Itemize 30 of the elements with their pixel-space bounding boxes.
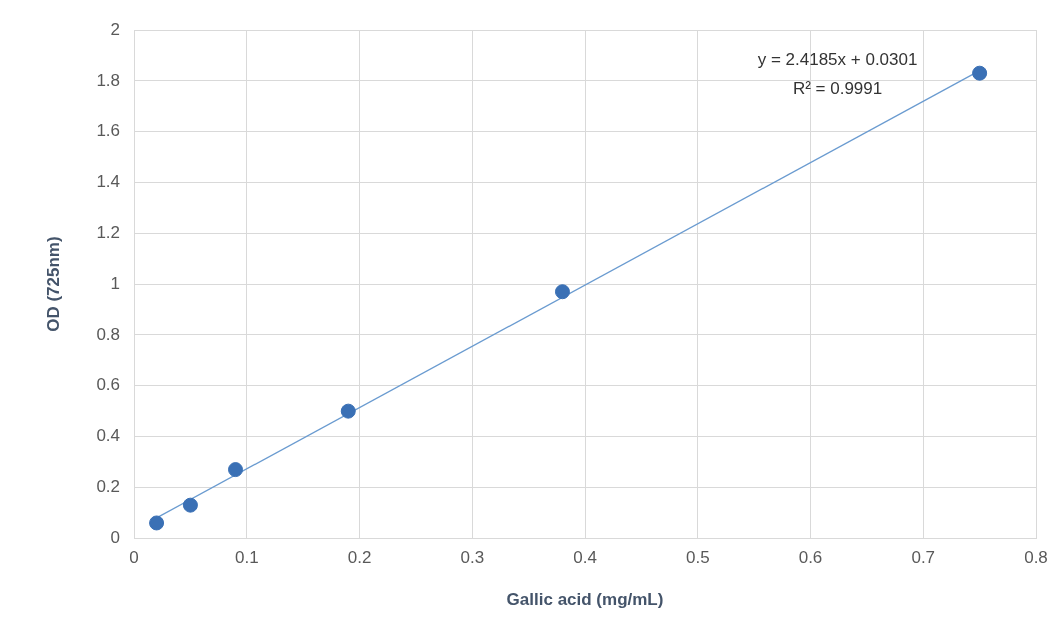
y-tick-label: 2 [110, 19, 121, 39]
x-axis-title: Gallic acid (mg/mL) [506, 590, 664, 610]
y-tick-label: 0.4 [96, 426, 121, 446]
y-tick-label: 1.8 [96, 70, 121, 90]
point [340, 403, 356, 419]
annotation: R² = 0.9991 [792, 79, 883, 98]
y-tick-label: 1 [110, 273, 121, 293]
point [228, 462, 243, 478]
x-tick-label: 0.3 [460, 548, 485, 568]
x-tick-label: 0.4 [573, 548, 597, 568]
point [182, 497, 198, 513]
y-tick-label: 0.6 [96, 375, 121, 395]
y-tick-label: 1.6 [96, 121, 121, 141]
x-tick-label: 0.6 [798, 548, 823, 568]
point [972, 65, 988, 81]
y-tick-label: 0.2 [96, 477, 121, 497]
y-tick-label: 0 [110, 527, 121, 547]
x-tick-label: 0.1 [234, 548, 259, 568]
point [149, 515, 165, 531]
annotation: y = 2.4185x + 0.0301 [757, 50, 918, 69]
x-tick-label: 0 [129, 548, 139, 568]
x-tick-label: 0.5 [685, 548, 710, 568]
y-tick-label: 0.8 [96, 324, 121, 344]
x-tick-label: 0.2 [347, 548, 372, 568]
y-tick-label: 1.2 [96, 222, 121, 242]
point [554, 284, 570, 300]
x-tick-label: 0.7 [911, 548, 936, 568]
y-tick-label: 1.4 [96, 172, 121, 192]
y-axis-title: OD (725nm) [43, 236, 63, 332]
x-tick-label: 0.8 [1024, 548, 1048, 568]
